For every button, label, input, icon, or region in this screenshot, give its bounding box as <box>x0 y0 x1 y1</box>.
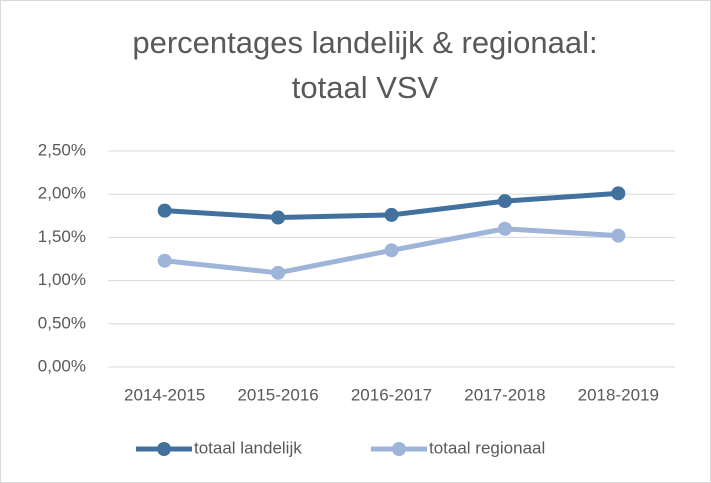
x-tick-label: 2016-2017 <box>351 385 432 404</box>
x-tick-label: 2018-2019 <box>578 385 659 404</box>
x-tick-label: 2017-2018 <box>464 385 545 404</box>
data-point <box>611 186 626 201</box>
data-point <box>384 207 399 222</box>
legend-marker <box>392 442 406 456</box>
data-point <box>384 243 399 258</box>
legend-marker <box>157 442 171 456</box>
legend-label: totaal landelijk <box>194 438 302 457</box>
x-tick-label: 2015-2016 <box>237 385 318 404</box>
y-tick-label: 0,00% <box>38 356 86 375</box>
data-point <box>611 228 626 243</box>
chart-title: totaal VSV <box>292 70 439 105</box>
y-tick-label: 1,00% <box>38 270 86 289</box>
data-point <box>271 265 286 280</box>
data-point <box>497 221 512 236</box>
y-tick-label: 0,50% <box>38 313 86 332</box>
x-tick-label: 2014-2015 <box>124 385 205 404</box>
legend-label: totaal regionaal <box>429 438 545 457</box>
chart-title: percentages landelijk & regionaal: <box>132 25 597 60</box>
data-point <box>157 203 172 218</box>
data-point <box>157 253 172 268</box>
data-point <box>497 194 512 209</box>
y-tick-label: 1,50% <box>38 227 86 246</box>
data-point <box>271 210 286 225</box>
y-tick-label: 2,50% <box>38 140 86 159</box>
y-tick-label: 2,00% <box>38 184 86 203</box>
